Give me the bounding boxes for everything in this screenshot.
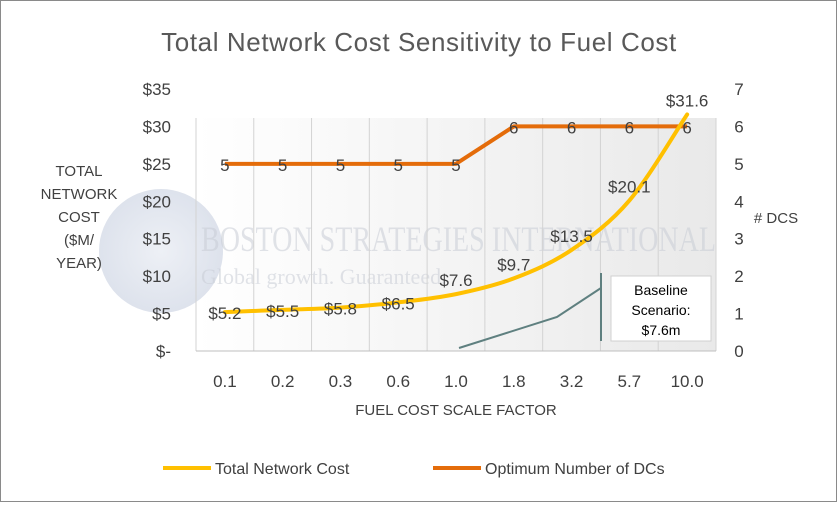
x-tick-label: 0.2 xyxy=(271,372,295,391)
x-tick-label: 0.6 xyxy=(386,372,410,391)
y2-tick-label: 0 xyxy=(734,342,743,361)
data-label-cost: $5.8 xyxy=(324,300,357,319)
legend-item-cost-label: Total Network Cost xyxy=(215,461,350,478)
data-label-cost: $31.6 xyxy=(666,91,709,110)
series-line-cost xyxy=(222,112,690,315)
data-label-cost: $9.7 xyxy=(497,255,530,274)
y2-tick-label: 5 xyxy=(734,155,743,174)
x-tick-label: 5.7 xyxy=(618,372,642,391)
y2-tick-label: 1 xyxy=(734,305,743,324)
data-label-dcs: 5 xyxy=(336,156,345,175)
data-label-dcs: 6 xyxy=(567,118,576,137)
legend-item-dcs-label: Optimum Number of DCs xyxy=(485,461,665,478)
y-tick-label: $- xyxy=(156,342,171,361)
x-tick-label: 3.2 xyxy=(560,372,584,391)
x-axis-ticks: 0.1 0.2 0.3 0.6 1.0 1.8 3.2 5.7 10.0 xyxy=(213,372,704,391)
data-label-cost: $7.6 xyxy=(439,271,472,290)
x-tick-label: 1.8 xyxy=(502,372,526,391)
y-tick-label: $5 xyxy=(152,305,171,324)
x-tick-label: 1.0 xyxy=(444,372,468,391)
watermark: BOSTON STRATEGIES INTERNATIONAL Global g… xyxy=(99,189,716,313)
y-axis-ticks: $- $5 $10 $15 $20 $25 $30 $35 xyxy=(143,80,171,361)
series-layer xyxy=(222,112,690,315)
watermark-tagline: Global growth. Guaranteed. xyxy=(201,264,447,289)
y2-tick-label: 2 xyxy=(734,267,743,286)
y-tick-label: $10 xyxy=(143,267,171,286)
y-tick-label: $30 xyxy=(143,117,171,136)
x-tick-label: 0.1 xyxy=(213,372,237,391)
callout-leader-line xyxy=(458,287,602,349)
y2-tick-label: 3 xyxy=(734,230,743,249)
watermark-title: BOSTON STRATEGIES INTERNATIONAL xyxy=(201,219,716,259)
series-line-dcs xyxy=(224,124,688,166)
data-label-dcs: 5 xyxy=(278,156,287,175)
callout-box xyxy=(610,275,712,342)
data-label-cost: $20.1 xyxy=(608,178,651,197)
watermark-globe-icon xyxy=(99,189,223,313)
y2-axis-title: # DCS xyxy=(754,210,798,227)
data-label-dcs: 5 xyxy=(220,156,229,175)
legend: Total Network Cost Optimum Number of DCs xyxy=(163,461,665,478)
data-label-dcs: 6 xyxy=(682,118,691,137)
callout-text: Baseline Scenario: $7.6m xyxy=(631,282,690,338)
data-label-dcs: 6 xyxy=(625,118,634,137)
y-tick-label: $15 xyxy=(143,230,171,249)
y2-tick-label: 6 xyxy=(734,117,743,136)
data-label-dcs: 6 xyxy=(509,118,518,137)
x-axis-title: FUEL COST SCALE FACTOR xyxy=(355,402,557,419)
y2-tick-label: 7 xyxy=(734,80,743,99)
data-label-cost: $13.5 xyxy=(550,227,593,246)
y-tick-label: $25 xyxy=(143,155,171,174)
y-tick-label: $20 xyxy=(143,192,171,211)
data-label-dcs: 5 xyxy=(451,156,460,175)
y2-axis-ticks: 0 1 2 3 4 5 6 7 xyxy=(734,80,743,361)
data-label-cost: $6.5 xyxy=(382,294,415,313)
x-tick-label: 10.0 xyxy=(671,372,704,391)
y-tick-label: $35 xyxy=(143,80,171,99)
y2-tick-label: 4 xyxy=(734,192,743,211)
data-label-dcs: 5 xyxy=(393,156,402,175)
baseline-callout: Baseline Scenario: $7.6m xyxy=(458,273,712,349)
chart-title: Total Network Cost Sensitivity to Fuel C… xyxy=(161,27,677,57)
data-labels: 5 5 5 5 5 6 6 6 6 $5.2 $5.5 $5.8 $6.5 $7.6 $9.7 $13.5 $2… xyxy=(208,91,708,323)
data-label-cost: $5.2 xyxy=(208,304,241,323)
x-tick-label: 0.3 xyxy=(329,372,353,391)
data-label-cost: $5.5 xyxy=(266,302,299,321)
y-axis-title: TOTAL NETWORK COST ($M/YEAR) xyxy=(41,163,118,272)
